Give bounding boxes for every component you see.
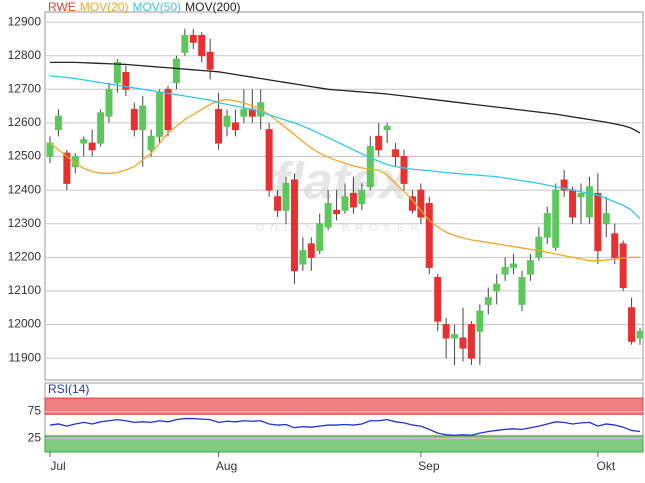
candle-body	[181, 35, 189, 53]
line-series	[49, 98, 640, 262]
candle-body	[105, 88, 113, 117]
y-tick-label: 12800	[8, 48, 42, 62]
line-series	[50, 61, 641, 134]
candle-body	[619, 243, 627, 289]
legend-entry: RSI(14)	[48, 382, 89, 396]
candle-body	[501, 266, 509, 275]
legend-entry: RWE	[48, 0, 76, 14]
candle-body	[467, 324, 475, 359]
y-tick-label: 12500	[8, 149, 42, 163]
candle-body	[97, 112, 105, 144]
x-tick-label: Sep	[418, 459, 440, 473]
candle-body	[594, 192, 602, 252]
legend-entry: MOV(50)	[132, 0, 181, 14]
y-tick-label: 12100	[8, 283, 42, 297]
candle-body	[526, 260, 534, 275]
oversold-band	[44, 435, 644, 453]
candle-body	[122, 71, 130, 90]
candle-body	[80, 139, 88, 144]
x-tick-label: Jul	[50, 459, 65, 473]
candle-body	[484, 297, 492, 305]
candle-body	[560, 179, 568, 191]
candle-body	[628, 307, 636, 342]
candle-body	[392, 149, 400, 158]
candle-body	[349, 192, 357, 208]
y-tick-label: 12600	[8, 115, 42, 129]
candle-body	[611, 233, 619, 258]
legend-entry: MOV(200)	[185, 0, 240, 14]
candle-body	[552, 189, 560, 248]
candle-body	[602, 213, 610, 225]
candle-body	[189, 35, 197, 43]
y-tick-label: 12200	[8, 250, 42, 264]
candle-body	[63, 152, 71, 184]
candle-body	[223, 115, 231, 127]
candle-body	[569, 189, 577, 218]
candle-body	[206, 51, 214, 70]
y-tick-label: 12700	[8, 81, 42, 95]
candle-body	[577, 192, 585, 198]
candle-body	[510, 263, 518, 268]
candle-body	[164, 88, 172, 131]
candle-body	[585, 186, 593, 218]
candle-body	[518, 276, 526, 305]
candle-body	[147, 135, 155, 151]
candle-body	[417, 189, 425, 218]
overbought-band	[44, 397, 644, 415]
candle-body	[476, 310, 484, 332]
y-tick-label: 12400	[8, 182, 42, 196]
x-tick-label: Okt	[597, 459, 616, 473]
plot-area	[44, 11, 644, 381]
candle-body	[316, 223, 324, 252]
candle-body	[307, 243, 315, 258]
candle-body	[215, 108, 223, 144]
candle-body	[240, 108, 248, 117]
rsi-panel: 25 75 RSI(14)	[28, 382, 644, 453]
candle-body	[290, 179, 298, 272]
candle-body	[113, 61, 121, 84]
y-tick-label: 12900	[8, 14, 42, 28]
candle-body	[434, 276, 442, 322]
candle-body	[88, 142, 96, 151]
candle-body	[231, 122, 239, 131]
candle-body	[156, 92, 164, 137]
candle-body	[265, 129, 273, 191]
candle-body	[282, 182, 290, 211]
legend-entry: MOV(20)	[80, 0, 129, 14]
candle-body	[130, 108, 138, 131]
candle-body	[198, 35, 206, 57]
candle-body	[333, 209, 341, 215]
line-series	[49, 417, 641, 436]
candle-body	[375, 135, 383, 151]
candle-body	[139, 105, 147, 131]
x-tick-label: Aug	[216, 459, 237, 473]
candle-body	[172, 58, 180, 84]
candle-body	[425, 203, 433, 268]
y-tick-label: 25	[28, 431, 42, 445]
candle-body	[442, 324, 450, 339]
y-tick-label: 12000	[8, 317, 42, 331]
y-tick-label: 12300	[8, 216, 42, 230]
candle-body	[274, 196, 282, 211]
candle-body	[535, 236, 543, 258]
y-tick-label: 11900	[9, 350, 42, 364]
candle-body	[54, 115, 62, 131]
candle-body	[459, 337, 467, 349]
candle-body	[366, 145, 374, 188]
candle-body	[400, 156, 408, 184]
candle-body	[451, 334, 459, 339]
candle-body	[543, 213, 551, 238]
y-tick-label: 75	[28, 404, 42, 418]
candle-body	[493, 283, 501, 292]
candle-body	[358, 189, 366, 205]
candle-body	[341, 196, 349, 211]
candle-body	[299, 250, 307, 265]
line-series	[49, 75, 641, 220]
candle-body	[324, 203, 332, 228]
candle-body	[636, 330, 644, 339]
candle-body	[383, 125, 391, 131]
